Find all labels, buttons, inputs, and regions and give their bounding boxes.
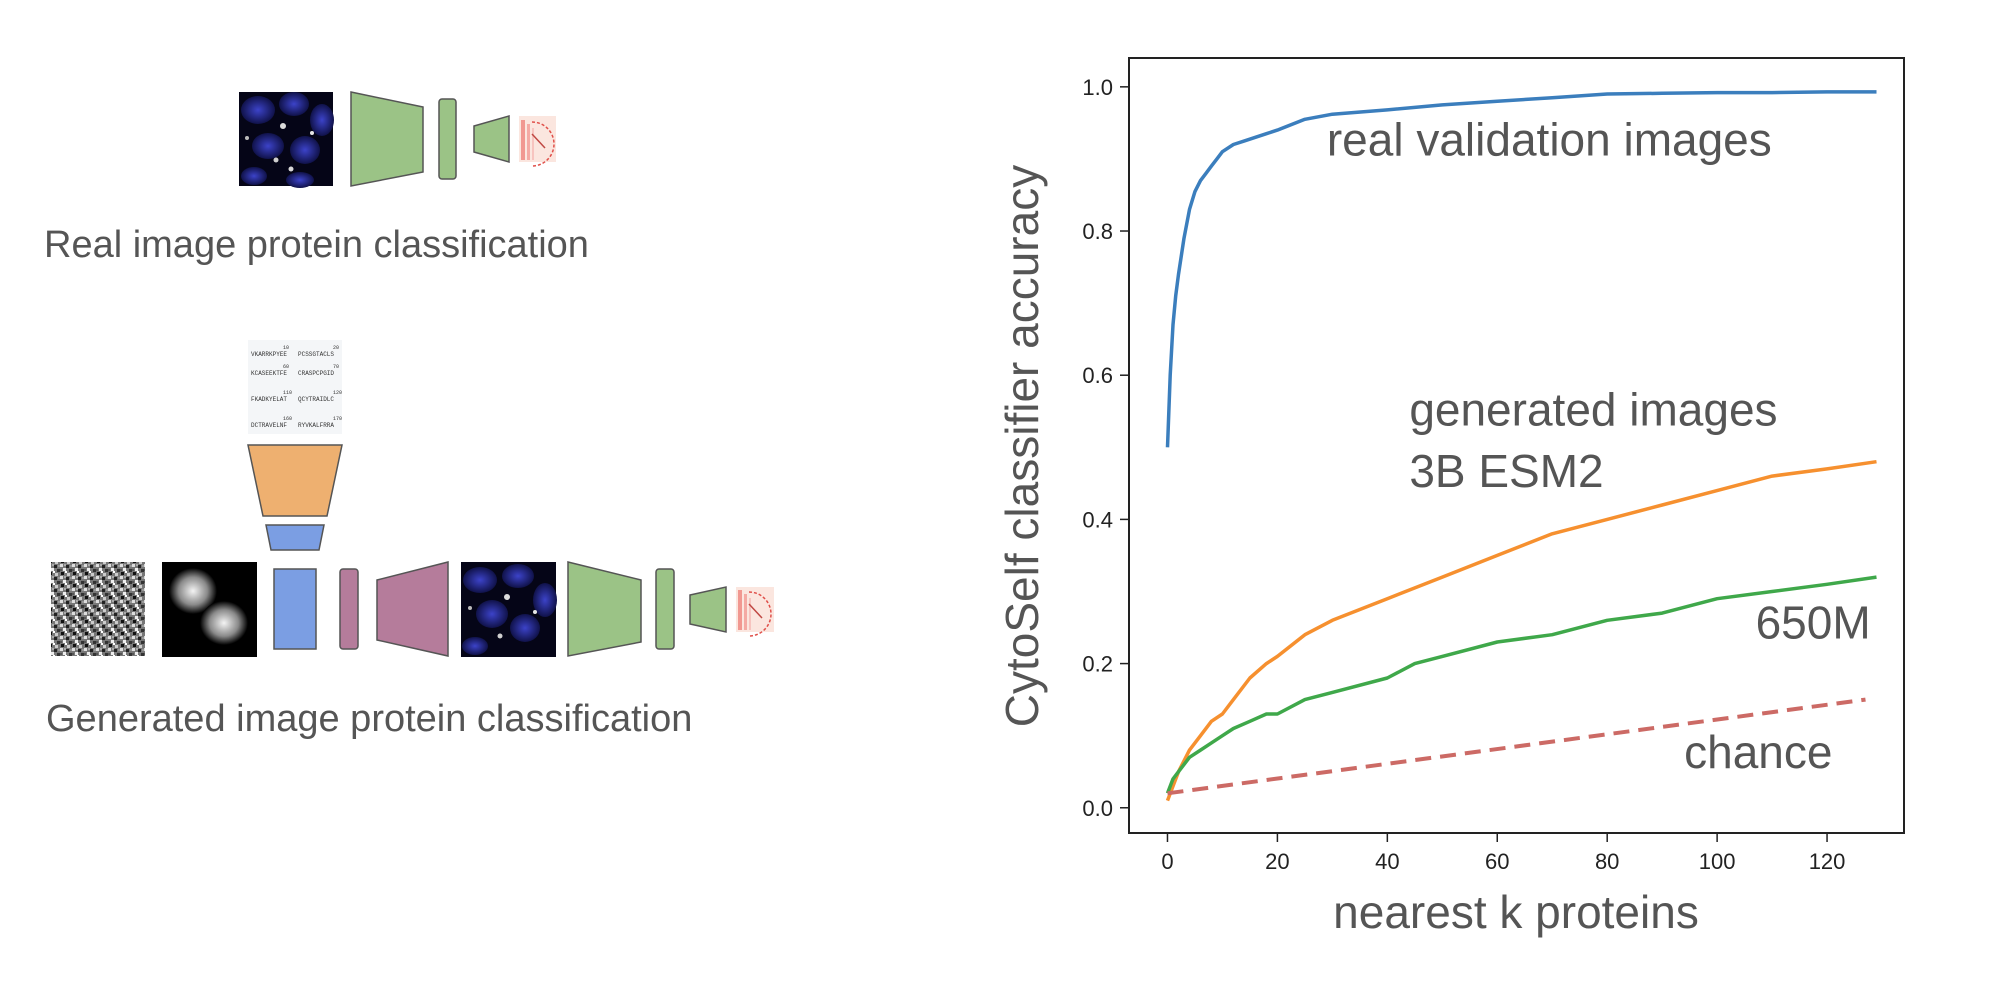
svg-text:120: 120 [333, 390, 342, 396]
generated-caption: Generated image protein classification [46, 698, 692, 740]
generated-cell-image [461, 562, 557, 657]
svg-text:CRASPCPGID: CRASPCPGID [298, 370, 334, 377]
x-axis-label: nearest k proteins [1333, 886, 1699, 938]
classifier-head [473, 115, 510, 163]
gen-output-distribution-icon [736, 587, 774, 637]
y-tick-label: 1.0 [1082, 75, 1113, 100]
annotation-650m: 650M [1756, 596, 1871, 648]
x-tick-label: 0 [1161, 849, 1173, 874]
svg-text:10: 10 [283, 345, 289, 351]
x-tick-label: 60 [1485, 849, 1509, 874]
svg-text:110: 110 [283, 390, 292, 396]
svg-text:170: 170 [333, 416, 342, 422]
y-axis-label: CytoSelf classifier accuracy [996, 165, 1048, 727]
series-line-650m [1165, 575, 1877, 794]
svg-text:QCYTRAIDLC: QCYTRAIDLC [298, 396, 334, 403]
classifier-encoder [350, 91, 424, 187]
gen-classifier-bottleneck [655, 568, 675, 650]
annotation-3b-esm2: 3B ESM2 [1409, 445, 1603, 497]
svg-text:KCASEEKTFE: KCASEEKTFE [251, 370, 287, 377]
series-line-chance [1167, 697, 1866, 796]
decoder-block [376, 561, 449, 657]
gen-classifier-head [689, 586, 727, 633]
series-line-generated-images-3b-esm2 [1165, 459, 1877, 802]
x-tick-label: 20 [1265, 849, 1289, 874]
series-line-real-validation-images [1165, 90, 1877, 448]
protein-sequence: 10 20 VKARRKPYEE PCSSGTACLS 60 70 KCASEE… [248, 340, 342, 434]
output-distribution-icon [519, 116, 556, 167]
y-tick-label: 0.4 [1082, 507, 1113, 532]
architecture-diagram: Real image protein classification 10 20 … [44, 91, 774, 740]
x-tick-label: 100 [1699, 849, 1736, 874]
x-tick-label: 40 [1375, 849, 1399, 874]
language-model-block [247, 444, 343, 517]
svg-text:FKADKYELAT: FKADKYELAT [251, 396, 287, 403]
classifier-bottleneck [438, 98, 457, 180]
nucleus-mask-image [162, 562, 257, 657]
svg-text:RYVKALFRRA: RYVKALFRRA [298, 422, 334, 429]
svg-text:60: 60 [283, 364, 289, 370]
svg-text:160: 160 [283, 416, 292, 422]
embedding-conditioning-block [273, 568, 317, 650]
decoder-bottleneck [339, 568, 359, 650]
annotation-chance: chance [1684, 726, 1832, 778]
noise-image [51, 562, 145, 656]
sequence-embedding-block [265, 524, 325, 551]
y-tick-label: 0.0 [1082, 796, 1113, 821]
plot-frame [1128, 57, 1905, 834]
annotation-real-validation-images: real validation images [1327, 113, 1772, 165]
y-tick-label: 0.2 [1082, 652, 1113, 677]
svg-text:PCSSGTACLS: PCSSGTACLS [298, 351, 334, 358]
svg-text:70: 70 [333, 364, 339, 370]
svg-text:DCTRAVELNF: DCTRAVELNF [251, 422, 287, 429]
x-tick-label: 80 [1595, 849, 1619, 874]
real-caption: Real image protein classification [44, 224, 589, 266]
y-tick-label: 0.6 [1082, 363, 1113, 388]
gen-classifier-encoder [567, 561, 642, 657]
real-cell-image [239, 92, 334, 188]
svg-text:20: 20 [333, 345, 339, 351]
svg-text:VKARRKPYEE: VKARRKPYEE [251, 351, 287, 358]
accuracy-chart: 0 20 40 60 80 100 120 0.0 0.2 0.4 0.6 0.8 1.0 real v… [996, 57, 1905, 938]
annotation-generated-images: generated images [1409, 384, 1777, 436]
y-tick-label: 0.8 [1082, 219, 1113, 244]
x-tick-label: 120 [1809, 849, 1846, 874]
